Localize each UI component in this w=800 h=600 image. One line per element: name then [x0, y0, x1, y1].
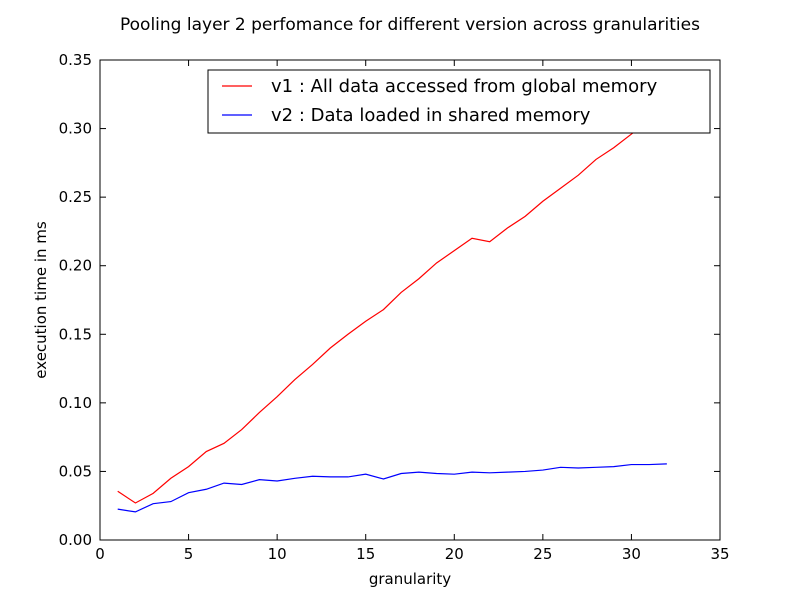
y-tick-label: 0.25 [59, 188, 92, 206]
x-tick-label: 35 [710, 545, 729, 563]
legend-label-v1: v1 : All data accessed from global memor… [271, 76, 658, 97]
series-line-2 [117, 463, 667, 513]
y-tick-label: 0.30 [59, 120, 92, 138]
legend-label-v2: v2 : Data loaded in shared memory [271, 105, 591, 126]
x-tick-label: 10 [268, 545, 287, 563]
legend: v1 : All data accessed from global memor… [207, 69, 711, 134]
plot-frame [99, 59, 721, 541]
y-tick-label: 0.00 [59, 531, 92, 549]
x-tick-label: 0 [95, 545, 105, 563]
legend-box [207, 69, 711, 134]
chart-title: Pooling layer 2 perfomance for different… [120, 15, 700, 35]
plot-area [117, 103, 668, 513]
x-tick-label: 5 [184, 545, 194, 563]
y-tick-label: 0.15 [59, 325, 92, 343]
series-line-1 [117, 103, 668, 504]
axis-ticks: 0 5 10 15 20 25 30 35 0.00 0.05 0.10 0.15 0.20 0.25 0.… [59, 51, 730, 563]
x-axis-label: granularity [369, 570, 451, 588]
x-tick-label: 25 [533, 545, 552, 563]
x-tick-label: 30 [622, 545, 641, 563]
y-tick-label: 0.10 [59, 394, 92, 412]
x-tick-label: 15 [356, 545, 375, 563]
y-tick-label: 0.35 [59, 51, 92, 69]
x-tick-label: 20 [445, 545, 464, 563]
y-tick-label: 0.20 [59, 257, 92, 275]
y-tick-label: 0.05 [59, 462, 92, 480]
y-axis-label: execution time in ms [32, 221, 50, 379]
